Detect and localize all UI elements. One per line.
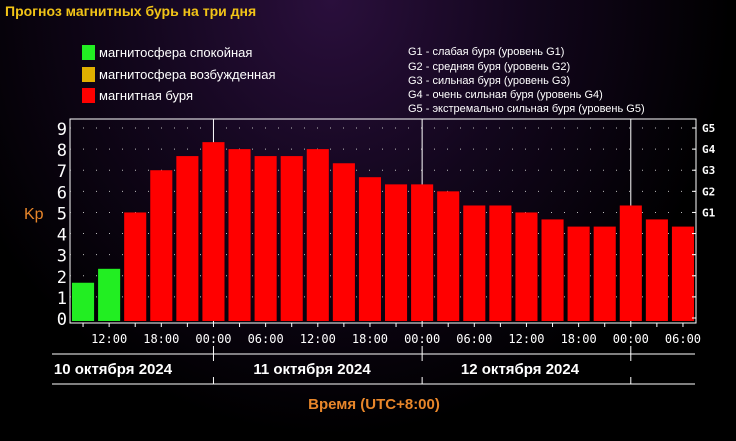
x-tick-label: 06:00	[456, 332, 492, 346]
bar	[463, 205, 486, 321]
g-level-label: G5	[702, 122, 715, 135]
y-tick-label: 0	[57, 310, 67, 330]
legend-swatch-yellow	[82, 67, 95, 82]
bar	[150, 170, 173, 321]
g-level-label: G4	[702, 143, 716, 156]
legend-swatch-red	[82, 88, 95, 103]
legend-item-excited: магнитосфера возбужденная	[82, 67, 276, 82]
bar	[593, 226, 616, 321]
g-legend-1: G1 - слабая буря (уровень G1)	[408, 46, 565, 58]
bar	[411, 184, 434, 321]
bar	[437, 191, 460, 321]
y-tick-label: 7	[57, 162, 67, 182]
bar	[124, 212, 147, 321]
y-tick-label: 5	[57, 204, 67, 224]
bar	[671, 226, 694, 321]
bar	[515, 212, 538, 321]
plot-frame	[69, 118, 697, 324]
legend-item-storm: магнитная буря	[82, 88, 193, 103]
x-tick-label: 00:00	[195, 332, 231, 346]
y-tick-label: 2	[57, 268, 67, 288]
date-label: 11 октября 2024	[253, 361, 371, 378]
x-tick-label: 18:00	[561, 332, 597, 346]
legend-label: магнитосфера спокойная	[99, 45, 253, 60]
x-axis-label: Время (UTC+8:00)	[308, 396, 440, 413]
g-level-label: G1	[702, 206, 716, 219]
bar	[306, 149, 329, 321]
x-tick-label: 12:00	[91, 332, 127, 346]
x-tick-label: 18:00	[143, 332, 179, 346]
x-tick-label: 12:00	[508, 332, 544, 346]
x-tick-label: 06:00	[665, 332, 701, 346]
x-tick-label: 18:00	[352, 332, 388, 346]
bar	[228, 149, 251, 321]
g-legend-2: G2 - средняя буря (уровень G2)	[408, 61, 571, 73]
g-legend-5: G5 - экстремально сильная буря (уровень …	[408, 103, 645, 115]
bar	[619, 205, 642, 321]
g-level-label: G2	[702, 185, 715, 198]
legend-item-quiet: магнитосфера спокойная	[82, 45, 252, 60]
y-tick-label: 4	[57, 226, 67, 246]
x-tick-label: 00:00	[404, 332, 440, 346]
g-legend-3: G3 - сильная буря (уровень G3)	[408, 75, 571, 87]
bar	[567, 226, 590, 321]
y-tick-label: 8	[57, 141, 67, 161]
x-tick-label: 06:00	[248, 332, 284, 346]
bar	[72, 282, 95, 321]
bar	[280, 156, 303, 321]
y-tick-label: 1	[57, 289, 67, 309]
bar	[176, 156, 199, 321]
legend-label: магнитосфера возбужденная	[99, 67, 276, 82]
bar	[385, 184, 408, 321]
legend-swatch-green	[82, 45, 95, 60]
g-legend-4: G4 - очень сильная буря (уровень G4)	[408, 89, 603, 101]
y-tick-label: 6	[57, 183, 67, 203]
bar	[202, 142, 225, 321]
bar	[645, 219, 668, 321]
bar	[332, 163, 355, 321]
x-tick-label: 12:00	[300, 332, 336, 346]
bar	[254, 156, 277, 321]
date-label: 10 октября 2024	[54, 361, 173, 378]
y-axis-label: Kp	[24, 206, 44, 223]
page-title: Прогноз магнитных бурь на три дня	[5, 3, 257, 19]
y-tick-label: 3	[57, 247, 67, 267]
bar	[98, 268, 121, 321]
y-tick-label: 9	[57, 120, 67, 140]
date-label: 12 октября 2024	[461, 361, 580, 378]
bar	[541, 219, 564, 321]
x-tick-label: 00:00	[613, 332, 649, 346]
legend-label: магнитная буря	[99, 88, 194, 103]
g-level-label: G3	[702, 164, 715, 177]
bar	[489, 205, 512, 321]
bar	[358, 177, 381, 321]
